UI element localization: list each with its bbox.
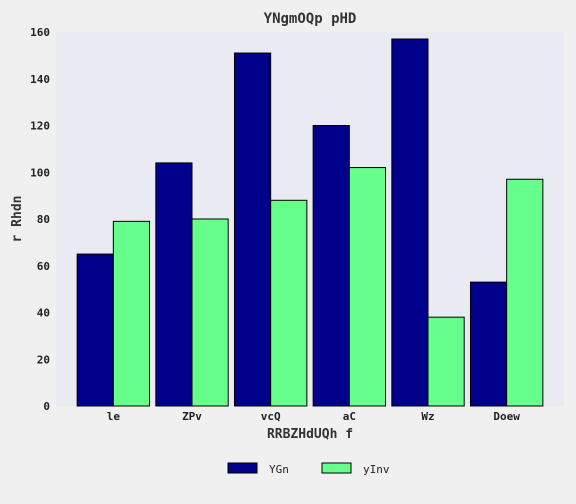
x-tick-label: ZPv [182,410,202,423]
x-tick-label: aC [343,410,356,423]
legend: YGn yInv [227,462,390,476]
bar-YGn-vcQ [233,52,272,407]
y-tick-label: 80 [37,213,50,226]
y-tick-label: 160 [30,26,50,39]
bars [76,38,544,407]
y-tick-label: 100 [30,166,50,179]
y-tick-label: 60 [37,260,50,273]
y-tick-label: 0 [43,400,50,413]
legend-label-YGn: YGn [269,463,289,476]
bar-yInv-Doew [506,178,544,407]
legend-swatch-YGn [227,462,258,474]
x-axis-ticks: le ZPv vcQ aC Wz Doew [107,410,521,423]
y-tick-label: 120 [30,120,50,133]
y-tick-label: 140 [30,73,50,86]
x-tick-label: Wz [421,410,434,423]
legend-label-yInv: yInv [363,463,390,476]
y-tick-label: 40 [37,307,50,320]
y-tick-label: 20 [37,353,50,366]
x-axis-label: RRBZHdUQh f [267,427,353,442]
bar-YGn-Doew [469,281,508,407]
legend-swatch-yInv [321,462,352,474]
x-tick-label: le [107,410,121,423]
bar-YGn-le [76,253,114,407]
bar-YGn-aC [312,125,350,407]
bar-YGn-ZPv [155,162,193,407]
bar-yInv-ZPv [191,218,229,407]
x-tick-label: vcQ [261,410,281,423]
bar-YGn-Wz [391,38,429,407]
bar-yInv-Wz [427,316,465,407]
y-axis-ticks: 0 20 40 60 80 100 120 140 160 [30,26,50,413]
x-tick-label: Doew [493,410,520,423]
bar-yInv-aC [348,167,387,407]
bar-yInv-le [112,220,151,407]
chart-title: YNgmOQp pHD [264,11,357,27]
bar-yInv-vcQ [270,199,308,407]
y-axis-label: r Rhdn [10,196,25,243]
